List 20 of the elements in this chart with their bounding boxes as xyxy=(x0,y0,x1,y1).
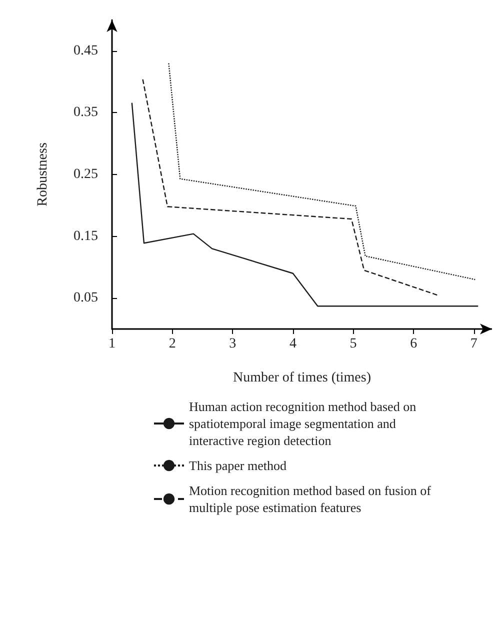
x-tick-label: 3 xyxy=(229,336,236,352)
x-tick-label: 7 xyxy=(470,336,478,352)
legend-label: This paper method xyxy=(189,458,287,473)
legend-label: Motion recognition method based on fusion of multiple pose estimation features xyxy=(189,483,434,515)
line-series xyxy=(142,78,440,296)
y-tick-label: 0.05 xyxy=(74,290,98,306)
y-tick-label: 0.15 xyxy=(74,228,98,244)
x-tick-label: 1 xyxy=(108,336,116,352)
y-tick-label: 0.45 xyxy=(74,43,98,58)
y-tick-label: 0.35 xyxy=(74,105,98,120)
x-axis-title: Number of times (times) xyxy=(232,370,372,386)
line-series xyxy=(131,102,479,307)
line-series xyxy=(168,62,476,280)
x-tick-label: 6 xyxy=(410,336,418,352)
x-tick-label: 4 xyxy=(289,336,296,352)
legend-label: Human action recognition method based on spatiotemporal image segmentation and interactive region detection xyxy=(189,399,420,448)
y-tick-label: 0.25 xyxy=(74,167,98,182)
x-tick-label: 5 xyxy=(350,336,357,352)
x-tick-label: 2 xyxy=(168,336,176,352)
y-axis-title: Robustness xyxy=(36,142,50,206)
